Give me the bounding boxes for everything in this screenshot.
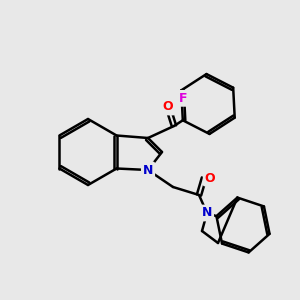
Text: N: N <box>143 164 153 176</box>
Text: F: F <box>179 92 188 105</box>
Text: O: O <box>205 172 215 184</box>
Text: N: N <box>202 206 212 220</box>
Text: O: O <box>163 100 173 113</box>
